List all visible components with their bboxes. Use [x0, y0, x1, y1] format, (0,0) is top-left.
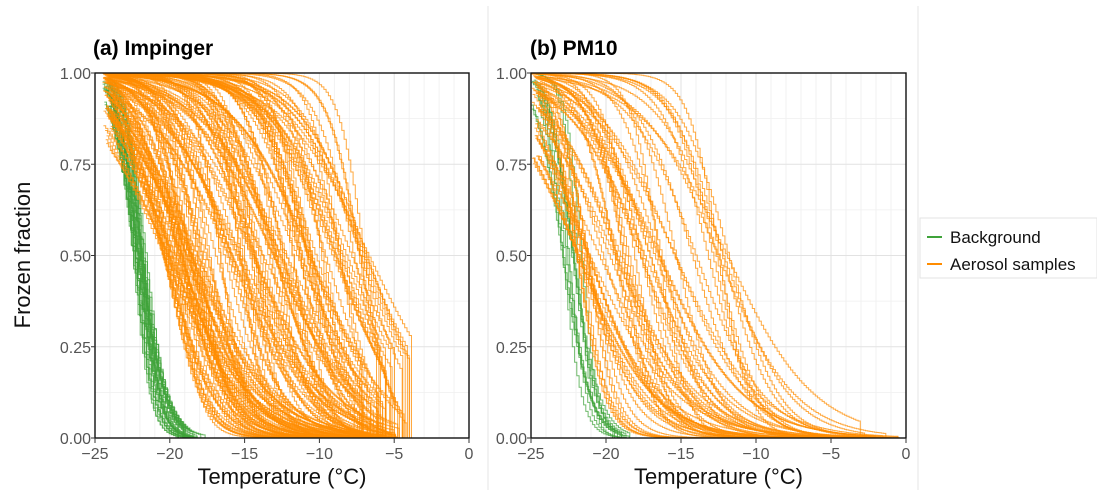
legend: Background Aerosol samples — [919, 217, 1097, 279]
frozen-fraction-curves — [531, 72, 900, 439]
x-tick-label: 0 — [902, 446, 911, 463]
y-tick-label: 0.25 — [60, 340, 91, 357]
y-tick-label: 1.00 — [496, 66, 527, 83]
y-tick-label: 0.00 — [60, 431, 91, 448]
frozen-fraction-curve — [536, 86, 877, 438]
frozen-fraction-curve — [109, 87, 185, 438]
frozen-fraction-curve — [102, 83, 193, 438]
frozen-fraction-curve — [103, 72, 365, 438]
frozen-fraction-curves — [102, 72, 412, 439]
frozen-fraction-curve — [539, 75, 887, 438]
y-tick-label: 0.25 — [496, 340, 527, 357]
frozen-fraction-curve — [106, 73, 367, 439]
x-tick-label: −5 — [822, 446, 840, 463]
axis-ticks: −25 −20 −15 −10 −5 0 0.00 0.25 0.50 0.75 1.00 — [60, 66, 474, 463]
legend-label-aerosol: Aerosol samples — [950, 255, 1076, 274]
y-tick-label: 0.50 — [60, 249, 91, 266]
legend-label-background: Background — [950, 228, 1041, 247]
y-tick-label: 0.75 — [60, 157, 91, 174]
frozen-fraction-curve — [531, 73, 866, 438]
panel-pm10: (b) PM10 −25 −20 −15 −10 −5 0 0.00 0.25 0.50 0.75… — [496, 37, 911, 489]
x-axis-label: Temperature (°C) — [198, 464, 367, 489]
y-tick-label: 1.00 — [60, 66, 91, 83]
panel-impinger: (a) Impinger −25 −20 −15 −10 −5 0 0.00 0.25 0.50… — [60, 37, 474, 489]
y-tick-label: 0.50 — [496, 249, 527, 266]
frozen-fraction-curve — [109, 72, 384, 438]
x-tick-label: −15 — [667, 446, 694, 463]
panel-title: (a) Impinger — [93, 37, 213, 60]
x-tick-label: −20 — [156, 446, 183, 463]
y-tick-label: 0.00 — [496, 431, 527, 448]
y-tick-label: 0.75 — [496, 157, 527, 174]
frozen-fraction-curve — [105, 75, 378, 438]
x-axis-label: Temperature (°C) — [634, 464, 803, 489]
frozen-fraction-curve — [107, 73, 377, 438]
x-tick-label: −10 — [306, 446, 333, 463]
x-tick-label: −25 — [81, 446, 108, 463]
frozen-fraction-curve — [109, 78, 386, 438]
frozen-fraction-curve — [110, 76, 399, 438]
x-tick-label: −5 — [385, 446, 403, 463]
x-tick-label: −20 — [592, 446, 619, 463]
frozen-fraction-curve — [102, 81, 386, 438]
frozen-fraction-curve — [110, 95, 363, 438]
frozen-fraction-curve — [103, 90, 369, 438]
axis-ticks: −25 −20 −15 −10 −5 0 0.00 0.25 0.50 0.75 1.00 — [496, 66, 911, 463]
panel-title: (b) PM10 — [530, 37, 618, 60]
x-tick-label: −10 — [742, 446, 769, 463]
y-axis-label: Frozen fraction — [10, 182, 35, 329]
x-tick-label: −15 — [231, 446, 258, 463]
frozen-fraction-curve — [110, 72, 363, 438]
frozen-fraction-curve — [536, 123, 882, 438]
frozen-fraction-curve — [536, 77, 861, 438]
x-tick-label: −25 — [517, 446, 544, 463]
x-tick-label: 0 — [465, 446, 474, 463]
legend-box — [919, 217, 1097, 279]
frozen-fraction-curve — [103, 110, 376, 438]
frozen-fraction-curve — [109, 72, 373, 438]
